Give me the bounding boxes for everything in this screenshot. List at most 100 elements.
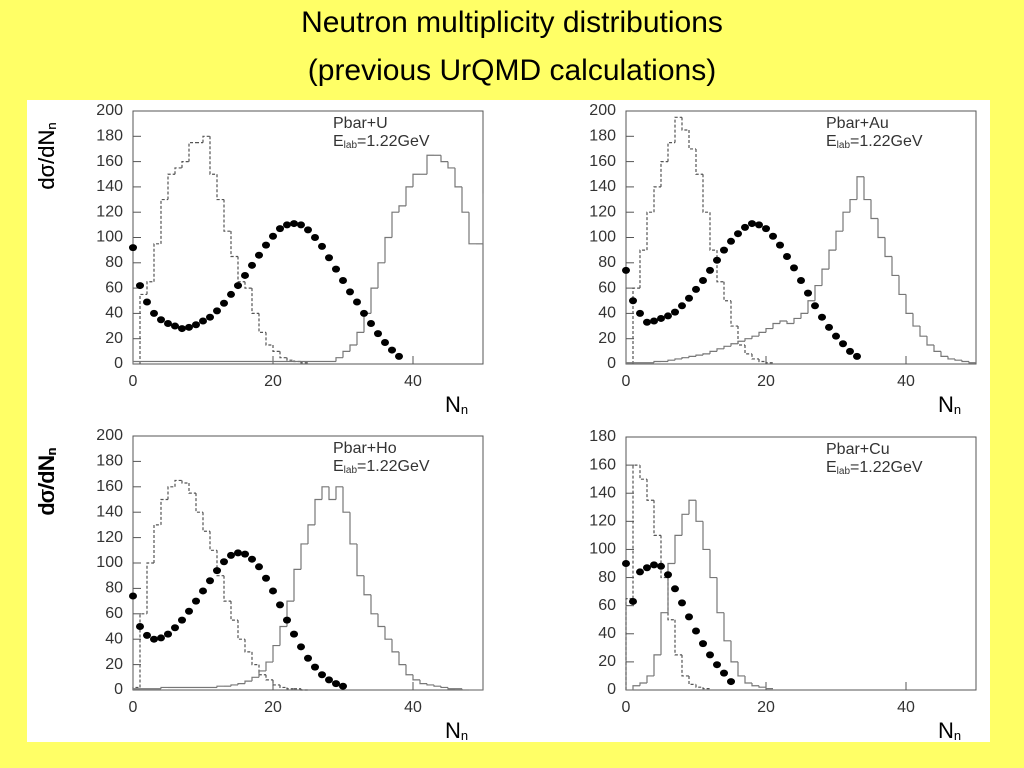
histogram-bin [146, 281, 154, 295]
data-point [811, 302, 819, 310]
data-point [839, 340, 847, 348]
data-point [185, 323, 193, 331]
data-point [706, 266, 714, 274]
histogram-bin [314, 498, 322, 525]
histogram-bin [821, 268, 829, 286]
data-point [741, 223, 749, 231]
histogram-bin [440, 155, 448, 163]
histogram-bin [216, 685, 224, 688]
histogram-bin [468, 212, 476, 245]
y-axis-label-text: dσ/dN [34, 455, 59, 515]
histogram-bin [681, 513, 689, 536]
data-point [213, 567, 221, 575]
y-tick-label: 100 [589, 541, 616, 558]
data-point [276, 225, 284, 233]
histogram-bin [688, 499, 696, 515]
histogram-bin [300, 543, 308, 570]
data-point [255, 251, 263, 259]
data-point [234, 282, 242, 290]
data-point [276, 601, 284, 609]
histogram-bin [751, 353, 759, 360]
annotation-value: =1.22GeV [357, 458, 430, 475]
histogram-bin [384, 626, 392, 640]
histogram-bin [370, 594, 378, 615]
histogram-bin [188, 482, 196, 494]
data-point [262, 241, 270, 249]
histogram-bin [709, 549, 717, 579]
data-point [318, 671, 326, 679]
histogram-bin [293, 568, 301, 602]
histogram-bin [244, 639, 252, 653]
data-point [643, 564, 651, 572]
data-point [818, 313, 826, 321]
y-tick-label: 0 [607, 355, 616, 372]
histogram-bin [716, 348, 724, 352]
y-tick-label: 120 [589, 203, 616, 220]
data-point [727, 678, 735, 686]
figure-background [27, 100, 990, 742]
data-point [832, 332, 840, 340]
annotation-subscript: lab [837, 140, 851, 151]
y-tick-label: 40 [598, 305, 616, 322]
histogram-bin [300, 688, 308, 691]
histogram-bin [688, 355, 696, 358]
data-point [332, 680, 340, 688]
y-tick-label: 20 [105, 330, 123, 347]
data-point [664, 312, 672, 320]
histogram-bin [286, 687, 294, 690]
histogram-bin [674, 534, 682, 564]
data-point [339, 682, 347, 690]
histogram-bin [646, 211, 654, 251]
y-tick-label: 80 [105, 580, 123, 597]
histogram-bin [702, 521, 710, 551]
data-point [685, 613, 693, 621]
data-point [136, 623, 144, 630]
data-point [304, 654, 312, 662]
histogram-bin [737, 340, 745, 344]
data-point [213, 307, 221, 315]
histogram-bin [398, 651, 406, 666]
histogram-bin [667, 562, 675, 613]
histogram-bin [667, 142, 675, 162]
histogram-bin [272, 345, 280, 352]
annotation: Elab=1.22GeV [826, 133, 923, 150]
histogram-bin [814, 284, 822, 301]
histogram-bin [244, 680, 252, 684]
data-point [206, 577, 214, 585]
histogram-bin [765, 327, 773, 333]
histogram-bin [723, 281, 731, 302]
histogram-bin [674, 358, 682, 361]
title-line: (previous UrQMD calculations) [308, 54, 716, 87]
y-tick-label: 60 [105, 279, 123, 296]
histogram-bin [272, 679, 280, 686]
data-point [220, 558, 228, 566]
data-point [234, 549, 242, 557]
data-point [136, 282, 144, 290]
histogram-bin [632, 287, 640, 364]
data-point [283, 616, 291, 624]
histogram-bin [681, 357, 689, 359]
histogram-bin [842, 211, 850, 232]
annotation-subscript: lab [344, 465, 358, 476]
data-point [706, 651, 714, 659]
x-axis-label-text: N [938, 392, 954, 417]
data-point [797, 277, 805, 285]
y-tick-label: 40 [105, 630, 123, 647]
data-point [713, 661, 721, 669]
data-point [692, 285, 700, 293]
data-point [650, 317, 658, 325]
histogram-bin [223, 575, 231, 602]
data-point [332, 265, 340, 273]
histogram-bin [426, 683, 434, 686]
histogram-bin [688, 675, 696, 685]
x-axis-label: Nn [445, 718, 468, 744]
x-tick-label: 40 [897, 699, 915, 716]
histogram-bin [716, 577, 724, 614]
data-point [192, 597, 200, 605]
histogram-bin [940, 351, 948, 358]
data-point [762, 225, 770, 233]
data-point [748, 220, 756, 228]
y-axis-label-subscript: n [44, 447, 59, 454]
histogram-bin [625, 362, 633, 364]
histogram-bin [954, 358, 962, 361]
